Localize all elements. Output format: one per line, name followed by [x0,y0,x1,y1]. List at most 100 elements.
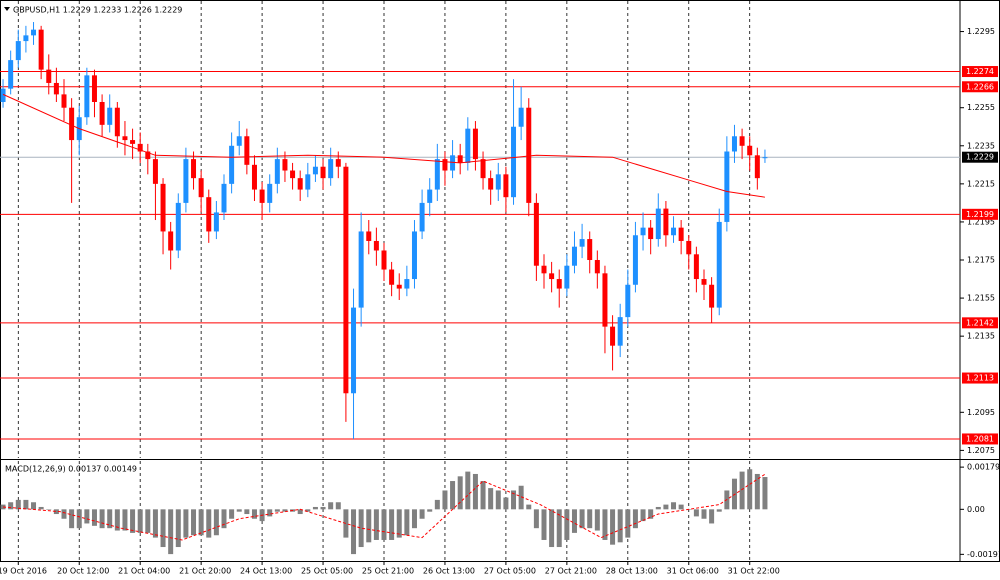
macd-bar [632,509,638,529]
candle-body [107,107,113,125]
candle-body [648,227,654,240]
candle-body [731,136,737,152]
candle-body [594,260,600,274]
macd-bar [610,509,616,545]
macd-bar [335,502,341,510]
y-tick-label: 1.2255 [967,103,995,112]
y-tick-label: 1.2095 [967,408,995,417]
candle-body [739,136,745,146]
macd-bar [213,509,219,536]
candle-body [427,189,433,203]
macd-bar [526,504,532,510]
candle-body [610,326,616,346]
candle-body [312,166,318,175]
macd-bar [297,509,303,515]
macd-bar [381,509,387,540]
x-tick-label: 25 Oct 21:00 [362,567,414,576]
macd-bar [328,502,334,510]
candle-body [114,107,120,137]
level-label-bg [962,317,998,329]
macd-bar [99,509,105,529]
candle-body [480,159,486,179]
macd-bar [23,499,29,510]
candle-body [91,75,97,102]
macd-bar [76,509,82,529]
candle-body [38,29,44,70]
candle-body [236,136,242,146]
candle-body [724,151,730,222]
macd-bar [602,509,608,540]
macd-bar [625,509,631,538]
macd-bar [0,504,6,510]
candle-body [23,35,29,42]
candle-body [419,202,425,232]
macd-title: MACD(12,26,9) 0.00137 0.00149 [5,465,137,474]
macd-bar [518,485,524,510]
candle-body [511,126,517,198]
macd-bar [511,490,517,510]
x-tick-label: 24 Oct 13:00 [240,567,292,576]
x-tick-label: 21 Oct 20:00 [179,567,231,576]
macd-bar [168,509,174,555]
macd-bar [122,509,128,531]
candle-body [0,88,6,102]
macd-bar [152,509,158,538]
candle-body [175,202,181,251]
macd-bar [38,506,44,510]
candle-body [465,128,471,163]
macd-bar [427,509,433,512]
y-tick-label: 0.00 [967,505,985,514]
y-tick-label: 1.2235 [967,141,995,150]
macd-bar [84,509,90,524]
candle-body [320,166,326,179]
candle-body [213,212,219,232]
macd-bar [663,504,669,510]
candle-body [259,189,265,203]
signal-line [3,473,766,541]
macd-bar [480,481,486,510]
candle-body [693,254,699,280]
macd-bar [320,506,326,510]
candle-body [343,166,349,394]
macd-bar [442,490,448,510]
macd-bar [709,509,715,524]
macd-bar [587,509,593,529]
menu-triangle[interactable] [4,7,10,11]
x-tick-label: 31 Oct 22:00 [728,567,780,576]
candle-body [274,159,280,184]
y-tick-label: 1.2075 [967,446,995,455]
candle-body [99,101,105,125]
candle-body [61,94,67,108]
candle-body [533,202,539,266]
level-label-bg [962,372,998,384]
candle-body [122,136,128,141]
candle-body [198,178,204,198]
candle-body [130,140,136,144]
macd-bar [655,506,661,510]
y-tick-label: 1.2175 [967,256,995,265]
macd-bar [419,509,425,519]
macd-bar [617,509,623,543]
macd-bar [358,509,364,548]
macd-bar [15,499,21,510]
candle-body [183,159,189,203]
candle-body [290,170,296,179]
macd-bar [488,488,494,510]
candle-body [526,107,532,203]
x-tick-label: 27 Oct 21:00 [545,567,597,576]
macd-bar [754,473,760,510]
candle-body [503,174,509,198]
chart-title: GBPUSD,H1 1.2229 1.2233 1.2226 1.2229 [13,6,182,15]
x-tick-label: 20 Oct 12:00 [57,567,109,576]
macd-bar [450,481,456,510]
macd-bar [648,509,654,519]
level-label-bg [962,208,998,220]
macd-bar [274,509,280,512]
macd-bar [145,509,151,533]
candle-body [640,227,646,236]
candle-body [472,128,478,160]
macd-bar [312,506,318,510]
candle-body [655,208,661,240]
macd-bar [229,509,235,519]
